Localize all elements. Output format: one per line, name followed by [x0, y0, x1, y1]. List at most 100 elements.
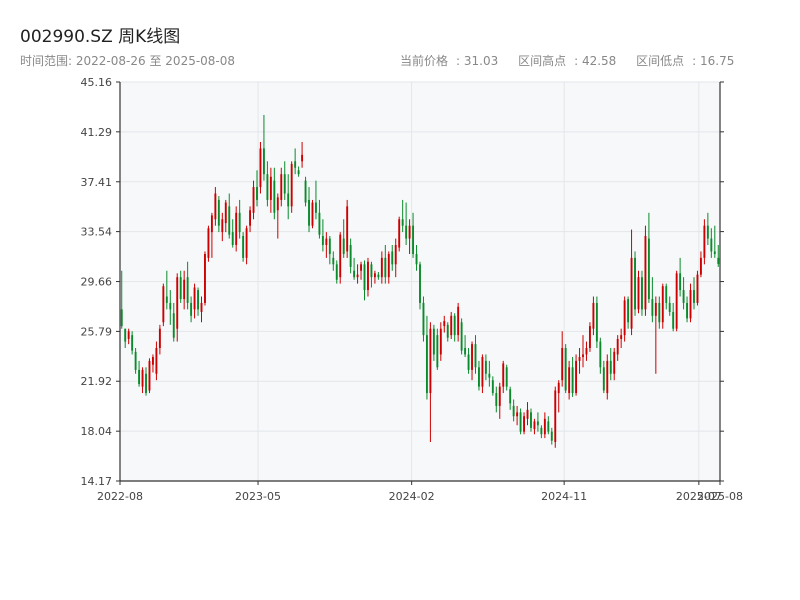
candle-down: [131, 335, 134, 351]
candle-down: [318, 212, 321, 235]
candle-down: [519, 412, 522, 432]
candle-down: [505, 367, 508, 387]
x-tick-label: 2023-05: [235, 490, 281, 503]
candle-down: [197, 290, 199, 310]
x-tick-label: 2025-08: [697, 490, 743, 503]
candle-up: [204, 254, 206, 303]
candle-up: [158, 328, 161, 348]
candle-down: [484, 360, 487, 374]
current-price: 当前价格: 31.03: [400, 54, 499, 68]
candle-down: [321, 235, 324, 245]
candle-down: [273, 180, 276, 213]
candle-up: [450, 315, 453, 336]
candle-down: [308, 199, 310, 226]
candle-down: [335, 264, 338, 280]
candle-down: [599, 341, 602, 368]
candle-up: [543, 418, 546, 435]
candle-up: [661, 286, 664, 323]
candle-up: [585, 348, 588, 355]
candle-down: [706, 225, 709, 239]
candle-down: [432, 328, 435, 355]
candle-down: [228, 206, 231, 235]
candle-down: [262, 148, 265, 175]
candle-up: [613, 351, 616, 374]
candle-up: [373, 273, 376, 278]
candle-up: [394, 244, 397, 265]
candle-up: [568, 367, 571, 394]
candle-up: [443, 320, 446, 327]
x-tick-label: 2024-11: [541, 490, 587, 503]
candle-down: [138, 369, 141, 385]
candle-down: [453, 315, 456, 336]
candle-up: [408, 225, 411, 239]
candle-down: [710, 238, 713, 252]
candle-down: [297, 170, 300, 175]
candle-up: [623, 300, 626, 336]
candle-down: [536, 421, 539, 426]
candle-down: [488, 373, 491, 378]
candle-down: [120, 309, 123, 327]
candle-down: [186, 277, 189, 303]
candle-down: [179, 277, 182, 300]
y-tick-label: 21.92: [81, 375, 113, 388]
price-stats: 当前价格: 31.03 区间高点: 42.58 区间低点: 16.75: [400, 52, 750, 69]
candle-up: [259, 148, 262, 188]
candle-up: [162, 286, 165, 323]
candle-down: [595, 302, 598, 342]
candle-down: [391, 251, 394, 265]
candle-down: [641, 277, 643, 310]
candle-up: [398, 219, 401, 248]
candle-up: [582, 354, 584, 358]
candle-down: [294, 161, 297, 168]
candle-down: [172, 313, 175, 338]
candle-up: [235, 212, 238, 245]
candle-down: [353, 270, 356, 278]
candle-down: [422, 302, 425, 336]
candle-down: [478, 367, 480, 387]
candle-up: [214, 193, 217, 220]
candle-up: [141, 369, 144, 387]
range-start: 2022-08-26: [75, 54, 146, 68]
candle-down: [231, 232, 234, 245]
candle-up: [481, 357, 484, 387]
candle-down: [647, 238, 650, 300]
y-tick-label: 37.41: [81, 176, 113, 189]
date-range-text: 时间范围: 2022-08-26 至 2025-08-08: [20, 52, 235, 69]
candle-up: [210, 215, 213, 233]
candle-down: [242, 235, 245, 258]
candle-down: [717, 257, 720, 264]
candle-down: [547, 421, 550, 432]
candle-up: [301, 154, 304, 162]
candle-up: [616, 338, 619, 355]
candle-up: [276, 197, 279, 211]
candle-down: [256, 187, 258, 200]
candle-down: [328, 238, 331, 255]
candle-up: [249, 210, 252, 226]
candle-down: [467, 354, 470, 370]
candle-up: [387, 254, 390, 278]
candle-up: [439, 328, 442, 355]
candle-up: [356, 274, 359, 278]
candle-up: [630, 257, 633, 329]
range-high: 区间高点: 42.58: [518, 54, 617, 68]
candle-up: [533, 421, 536, 430]
candle-up: [127, 331, 130, 339]
candle-up: [703, 225, 706, 258]
candle-up: [575, 360, 578, 394]
candle-up: [502, 363, 505, 387]
candle-down: [571, 367, 574, 394]
candle-up: [471, 344, 473, 370]
candle-down: [474, 344, 477, 368]
candle-down: [672, 311, 675, 329]
candle-up: [620, 335, 623, 339]
candle-down: [658, 302, 661, 323]
candle-down: [634, 257, 636, 310]
candle-up: [588, 326, 591, 348]
range-label: 时间范围: [20, 54, 69, 68]
candle-up: [689, 290, 692, 319]
candle-down: [342, 238, 345, 255]
x-tick-label: 2022-08: [97, 490, 143, 503]
candle-up: [675, 273, 678, 329]
candle-down: [495, 393, 498, 406]
